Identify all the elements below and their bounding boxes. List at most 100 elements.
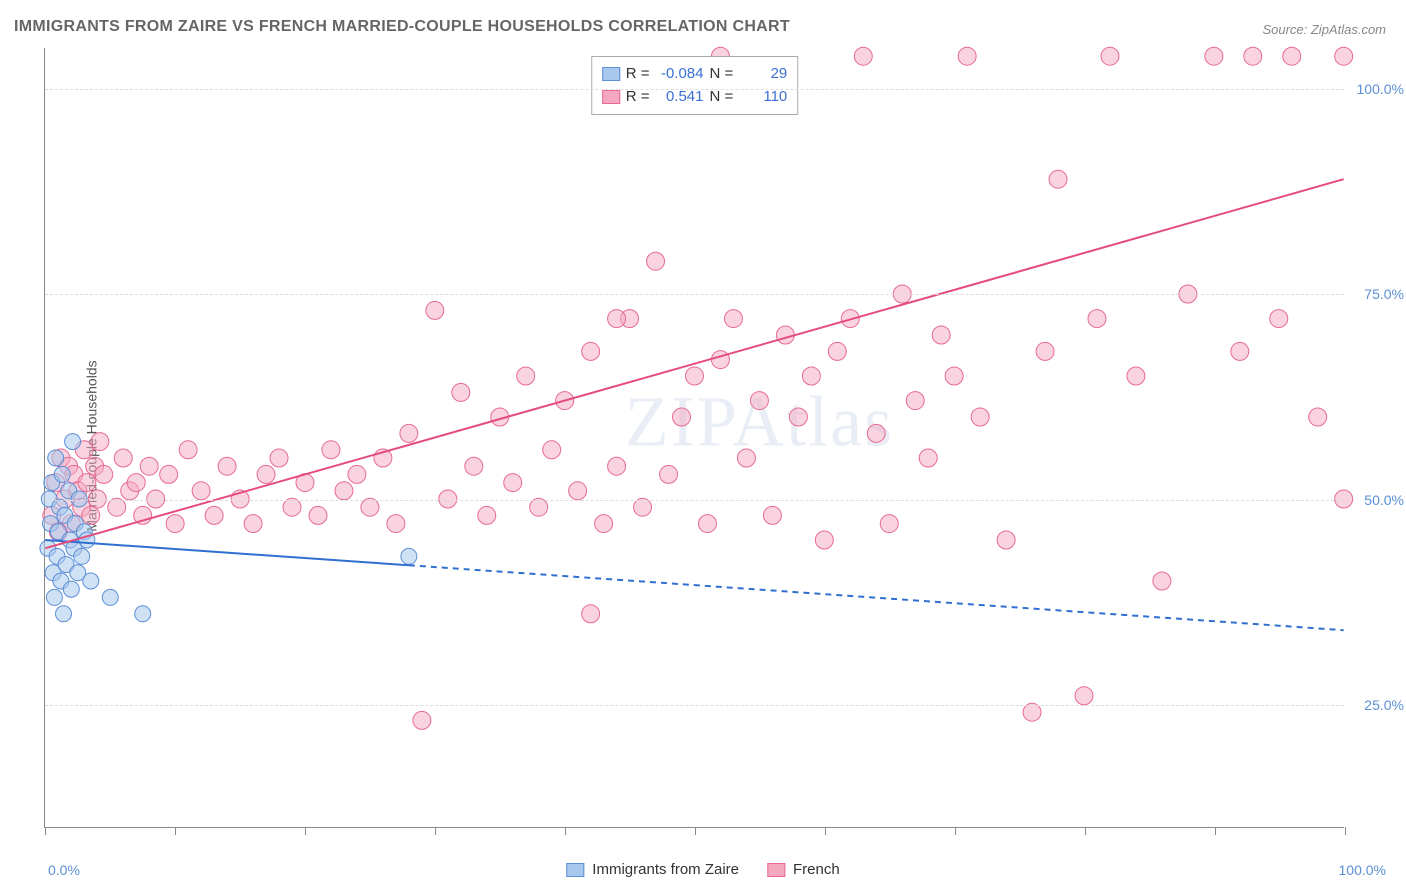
scatter-point-french (737, 449, 755, 467)
trend-line-french (45, 179, 1343, 548)
trend-legend-row-zaire: R = -0.084 N = 29 (602, 63, 788, 86)
scatter-point-french (1036, 342, 1054, 360)
scatter-point-french (711, 351, 729, 369)
scatter-point-zaire (48, 450, 64, 466)
scatter-point-french (1283, 47, 1301, 65)
scatter-point-french (608, 310, 626, 328)
scatter-point-french (582, 342, 600, 360)
x-axis-max-label: 100.0% (1339, 862, 1386, 878)
scatter-point-french (815, 531, 833, 549)
scatter-point-french (108, 498, 126, 516)
scatter-point-french (867, 424, 885, 442)
grid-line (45, 500, 1344, 501)
scatter-point-french (82, 506, 100, 524)
scatter-point-french (724, 310, 742, 328)
scatter-point-french (1335, 47, 1353, 65)
scatter-point-french (686, 367, 704, 385)
scatter-point-zaire (46, 589, 62, 605)
scatter-point-french (478, 506, 496, 524)
scatter-point-french (361, 498, 379, 516)
scatter-point-french (776, 326, 794, 344)
scatter-point-french (452, 383, 470, 401)
scatter-point-french (244, 515, 262, 533)
chart-title: IMMIGRANTS FROM ZAIRE VS FRENCH MARRIED-… (14, 18, 790, 36)
scatter-point-french (595, 515, 613, 533)
scatter-point-french (387, 515, 405, 533)
scatter-point-french (283, 498, 301, 516)
scatter-point-french (218, 457, 236, 475)
scatter-point-french (750, 392, 768, 410)
scatter-point-zaire (102, 589, 118, 605)
scatter-point-zaire (401, 548, 417, 564)
y-tick-label: 75.0% (1349, 286, 1404, 302)
correlation-chart: IMMIGRANTS FROM ZAIRE VS FRENCH MARRIED-… (0, 0, 1406, 892)
scatter-point-french (530, 498, 548, 516)
scatter-point-french (309, 506, 327, 524)
grid-line (45, 89, 1344, 90)
scatter-point-french (698, 515, 716, 533)
scatter-point-french (140, 457, 158, 475)
x-tick (825, 827, 826, 835)
swatch-french (602, 90, 620, 104)
scatter-point-french (114, 449, 132, 467)
scatter-point-french (1049, 170, 1067, 188)
scatter-point-french (919, 449, 937, 467)
scatter-point-french (828, 342, 846, 360)
scatter-point-french (673, 408, 691, 426)
scatter-point-french (997, 531, 1015, 549)
scatter-point-french (127, 474, 145, 492)
scatter-point-french (1231, 342, 1249, 360)
x-tick (1085, 827, 1086, 835)
scatter-point-french (1101, 47, 1119, 65)
scatter-point-french (582, 605, 600, 623)
scatter-point-french (608, 457, 626, 475)
plot-svg (45, 48, 1344, 827)
scatter-point-french (660, 465, 678, 483)
trend-line-ext-zaire (409, 565, 1344, 630)
scatter-point-french (400, 424, 418, 442)
x-tick (45, 827, 46, 835)
scatter-point-zaire (65, 434, 81, 450)
legend-item-french: French (767, 861, 840, 878)
scatter-point-french (880, 515, 898, 533)
swatch-zaire (602, 67, 620, 81)
bottom-legend: Immigrants from Zaire French (566, 861, 839, 878)
scatter-point-zaire (56, 606, 72, 622)
source-label: Source: ZipAtlas.com (1262, 22, 1386, 37)
y-tick-label: 100.0% (1349, 81, 1404, 97)
legend-item-zaire: Immigrants from Zaire (566, 861, 739, 878)
scatter-point-french (789, 408, 807, 426)
y-tick-label: 50.0% (1349, 492, 1404, 508)
legend-label-zaire: Immigrants from Zaire (592, 861, 739, 878)
scatter-point-french (647, 252, 665, 270)
n-value-zaire: 29 (739, 63, 787, 86)
scatter-point-french (413, 711, 431, 729)
scatter-point-french (335, 482, 353, 500)
legend-swatch-french (767, 863, 785, 877)
scatter-point-french (504, 474, 522, 492)
x-tick (305, 827, 306, 835)
x-tick (435, 827, 436, 835)
trend-legend: R = -0.084 N = 29 R = 0.541 N = 110 (591, 56, 799, 115)
scatter-point-french (348, 465, 366, 483)
scatter-point-french (958, 47, 976, 65)
y-tick-label: 25.0% (1349, 697, 1404, 713)
grid-line (45, 705, 1344, 706)
scatter-point-french (1244, 47, 1262, 65)
x-tick (695, 827, 696, 835)
x-tick (1345, 827, 1346, 835)
scatter-point-french (971, 408, 989, 426)
grid-line (45, 294, 1344, 295)
scatter-point-french (192, 482, 210, 500)
scatter-point-french (854, 47, 872, 65)
scatter-point-french (160, 465, 178, 483)
scatter-point-french (932, 326, 950, 344)
scatter-point-french (1153, 572, 1171, 590)
scatter-point-french (945, 367, 963, 385)
scatter-point-french (1309, 408, 1327, 426)
scatter-point-zaire (54, 466, 70, 482)
scatter-point-french (1270, 310, 1288, 328)
scatter-point-french (763, 506, 781, 524)
n-label: N = (710, 63, 734, 86)
legend-swatch-zaire (566, 863, 584, 877)
